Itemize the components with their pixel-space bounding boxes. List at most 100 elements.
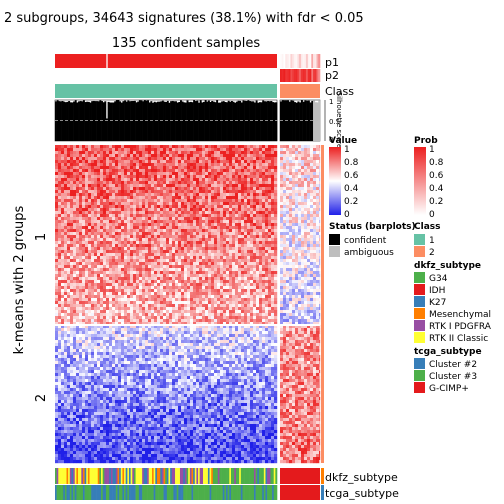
heatmap-cell — [142, 274, 146, 278]
heatmap-cell — [205, 241, 209, 245]
heatmap-cell — [223, 313, 227, 317]
heatmap-cell — [208, 250, 212, 254]
heatmap-cell — [193, 232, 197, 236]
heatmap-cell — [250, 202, 254, 206]
p1-cell — [295, 54, 298, 68]
heatmap-cell — [217, 319, 221, 323]
heatmap-cell — [64, 322, 68, 326]
heatmap-cell — [67, 187, 71, 191]
heatmap-cell — [211, 172, 215, 176]
heatmap-cell — [112, 172, 116, 176]
heatmap-cell — [190, 226, 194, 230]
heatmap-cell — [238, 226, 242, 230]
heatmap-cell — [247, 316, 251, 320]
heatmap-cell — [199, 169, 203, 173]
heatmap-cell — [79, 205, 83, 209]
heatmap-cell — [259, 271, 263, 275]
heatmap-cell — [64, 157, 68, 161]
class-bar-2 — [280, 84, 320, 98]
heatmap-cell — [121, 298, 125, 302]
heatmap-cell — [178, 250, 182, 254]
heatmap-cell — [208, 259, 212, 263]
heatmap-cell — [271, 214, 275, 218]
heatmap-cell — [274, 265, 278, 269]
heatmap-cell — [163, 331, 167, 335]
heatmap-cell — [112, 211, 116, 215]
heatmap-cell — [64, 301, 68, 305]
heatmap-cell — [226, 271, 230, 275]
heatmap-cell — [217, 202, 221, 206]
p1-cell — [285, 54, 288, 68]
heatmap-cell — [64, 268, 68, 272]
heatmap-cell — [217, 277, 221, 281]
heatmap-cell — [82, 277, 86, 281]
heatmap-cell — [67, 232, 71, 236]
heatmap-cell — [154, 229, 158, 233]
heatmap-cell — [157, 172, 161, 176]
heatmap-cell — [82, 256, 86, 260]
heatmap-cell — [160, 196, 164, 200]
heatmap-cell — [214, 268, 218, 272]
heatmap-cell — [118, 145, 122, 149]
heatmap-cell — [133, 289, 137, 293]
silhouette-bar — [193, 100, 196, 141]
heatmap-cell — [217, 169, 221, 173]
heatmap-cell — [100, 304, 104, 308]
silhouette-bar — [97, 101, 100, 141]
heatmap-cell — [127, 325, 131, 329]
heatmap-cell — [250, 160, 254, 164]
heatmap-cell — [250, 304, 254, 308]
heatmap-cell — [67, 217, 71, 221]
heatmap-cell — [130, 253, 134, 257]
heatmap-cell — [142, 181, 146, 185]
heatmap-cell — [133, 295, 137, 299]
heatmap-cell — [64, 304, 68, 308]
heatmap-cell — [271, 268, 275, 272]
heatmap-cell — [244, 247, 248, 251]
heatmap-cell — [82, 160, 86, 164]
heatmap-cell — [271, 145, 275, 149]
heatmap-cell — [133, 268, 137, 272]
heatmap-cell — [190, 301, 194, 305]
heatmap-cell — [172, 169, 176, 173]
heatmap-cell — [271, 223, 275, 227]
heatmap-cell — [169, 199, 173, 203]
heatmap-cell — [259, 304, 263, 308]
heatmap-cell — [211, 247, 215, 251]
heatmap-cell — [103, 232, 107, 236]
heatmap-cell — [214, 295, 218, 299]
p1-cell — [311, 54, 314, 68]
heatmap-cell — [169, 232, 173, 236]
heatmap-cell — [58, 244, 62, 248]
heatmap-cell — [223, 184, 227, 188]
silhouette-bar — [129, 101, 131, 141]
heatmap-cell — [142, 328, 146, 332]
heatmap-cell — [106, 181, 110, 185]
heatmap-cell — [94, 274, 98, 278]
heatmap-cell — [220, 334, 224, 338]
heatmap-cell — [169, 304, 173, 308]
heatmap-cell — [271, 247, 275, 251]
heatmap-cell — [181, 313, 185, 317]
heatmap-cell — [217, 172, 221, 176]
heatmap-cell — [169, 151, 173, 155]
heatmap-cell — [97, 337, 101, 341]
heatmap-cell — [148, 172, 152, 176]
heatmap-cell — [241, 259, 245, 263]
heatmap-cell — [202, 313, 206, 317]
heatmap-cell — [127, 322, 131, 326]
heatmap-cell — [256, 265, 260, 269]
heatmap-cell — [76, 307, 80, 311]
heatmap-cell — [133, 205, 137, 209]
heatmap-cell — [118, 184, 122, 188]
heatmap-cell — [94, 319, 98, 323]
heatmap-cell — [103, 163, 107, 167]
heatmap-cell — [100, 172, 104, 176]
heatmap-cell — [76, 265, 80, 269]
heatmap-cell — [226, 307, 230, 311]
silhouette-bar — [239, 100, 242, 141]
heatmap-cell — [88, 220, 92, 224]
heatmap-cell — [157, 283, 161, 287]
heatmap-cell — [151, 310, 155, 314]
heatmap-cell — [259, 325, 263, 329]
